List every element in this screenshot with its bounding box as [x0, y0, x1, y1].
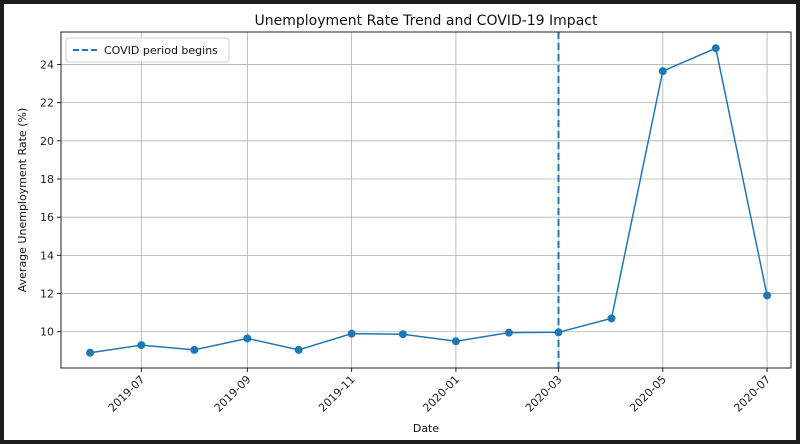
data-point	[711, 44, 720, 53]
x-axis: 2019-07 2019-09 2019-11 2020-01 2020-03 2020-…	[106, 368, 773, 415]
legend-label-covid: COVID period begins	[104, 44, 218, 57]
data-point	[398, 330, 407, 339]
chart-panel: Unemployment Rate Trend and COVID-19 Imp…	[4, 4, 796, 440]
y-axis: 10 12 14 16 18 20 22 24	[40, 58, 61, 339]
data-point	[658, 67, 667, 76]
data-point	[190, 345, 199, 354]
series-layer	[86, 44, 772, 357]
legend: COVID period begins	[65, 37, 230, 63]
x-tick-label: 2020-03	[523, 373, 565, 415]
y-tick-label: 20	[40, 135, 54, 148]
x-tick-label: 2020-01	[420, 373, 462, 415]
data-point	[504, 328, 513, 337]
data-point	[554, 328, 563, 337]
data-point	[294, 345, 303, 354]
y-tick-label: 18	[40, 173, 54, 186]
data-point	[763, 291, 772, 300]
y-tick-label: 24	[40, 58, 54, 71]
x-tick-label: 2020-07	[731, 373, 773, 415]
x-tick-label: 2020-05	[627, 373, 669, 415]
y-axis-title: Average Unemployment Rate (%)	[16, 108, 29, 292]
data-point	[243, 334, 252, 343]
x-tick-label: 2019-11	[316, 373, 358, 415]
y-tick-label: 10	[40, 326, 54, 339]
x-axis-title: Date	[413, 422, 440, 435]
x-tick-label: 2019-07	[106, 373, 148, 415]
y-tick-label: 16	[40, 211, 54, 224]
data-point	[347, 329, 356, 338]
plot-frame	[60, 31, 792, 369]
y-tick-label: 22	[40, 97, 54, 110]
series-line	[89, 47, 768, 354]
y-tick-label: 12	[40, 288, 54, 301]
grid	[61, 32, 791, 368]
legend-box	[65, 37, 230, 63]
data-point	[451, 337, 460, 346]
data-point	[137, 341, 146, 350]
chart-title: Unemployment Rate Trend and COVID-19 Imp…	[255, 13, 598, 29]
y-tick-label: 14	[40, 249, 54, 262]
data-point	[607, 314, 616, 323]
x-tick-label: 2019-09	[212, 373, 254, 415]
data-point	[86, 348, 95, 357]
line-chart: Unemployment Rate Trend and COVID-19 Imp…	[16, 13, 792, 435]
